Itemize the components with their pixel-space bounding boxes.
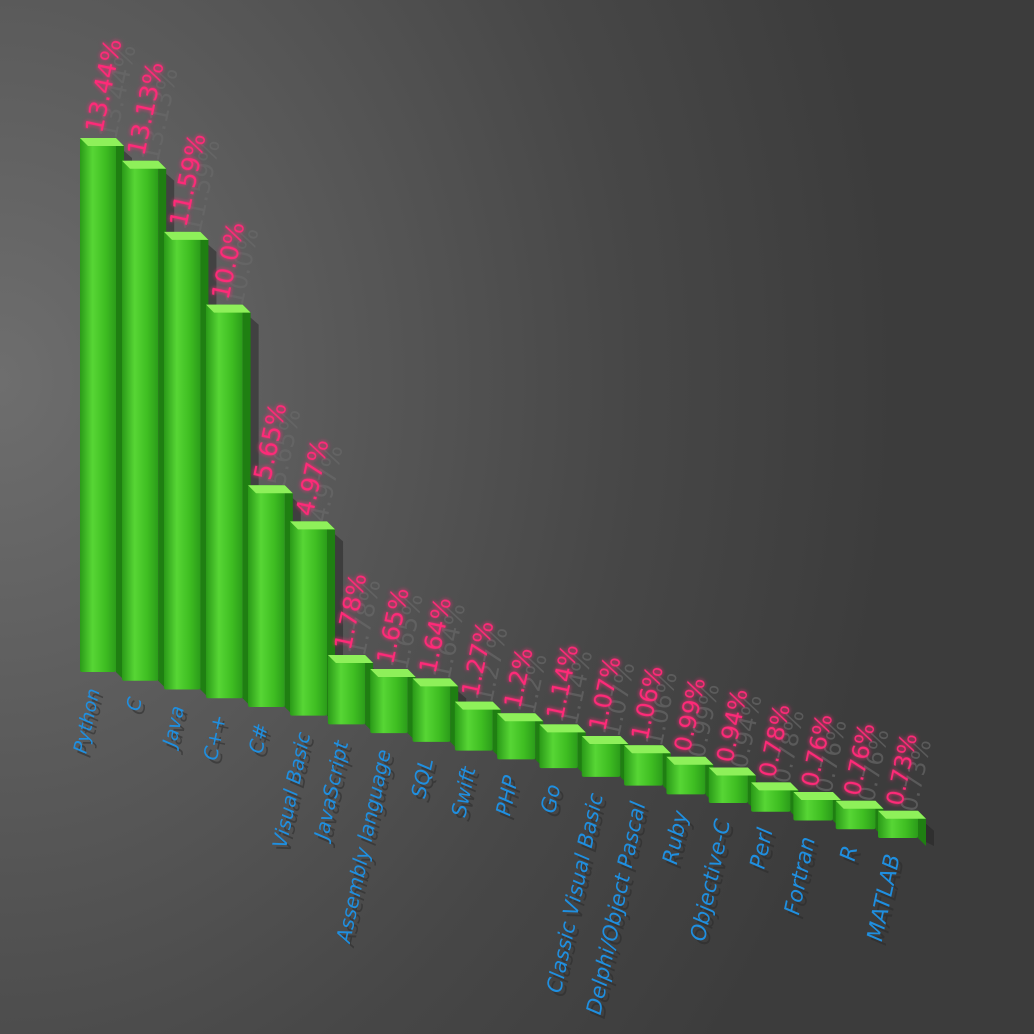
- bar-top-javascript: [327, 655, 374, 664]
- category-label-shadow-r: R: [840, 847, 868, 867]
- bar-visual-basic: [290, 521, 328, 716]
- bar-java: [164, 231, 201, 690]
- bar-objective-c: [708, 767, 748, 804]
- bar-top-csharp: [248, 485, 293, 494]
- bar-top-r: [835, 800, 884, 809]
- bar-sql: [412, 678, 451, 742]
- bar-top-ruby: [666, 756, 714, 765]
- bar-top-objective-c: [708, 767, 756, 776]
- bar-top-go: [539, 724, 586, 733]
- bar-top-assembly-language: [370, 669, 416, 678]
- bar-side-matlab: [918, 810, 926, 846]
- value-labels: 13.44%13.44% 13.13%13.13%11.59%11.59%10.0…: [80, 36, 938, 814]
- bar-top-c: [122, 160, 167, 169]
- bar-top-classic-visual-basic: [581, 735, 629, 744]
- bar-top-swift: [454, 701, 501, 710]
- bar-csharp: [248, 485, 285, 707]
- bar-ruby: [666, 756, 706, 795]
- bar-python: [80, 138, 116, 672]
- category-label-c: C: [122, 694, 147, 712]
- bar-top-visual-basic: [290, 521, 336, 530]
- bar-assembly-language: [370, 669, 408, 734]
- bar-cplusplus: [206, 304, 243, 699]
- bars-group: [80, 138, 926, 846]
- bar-top-cplusplus: [206, 304, 251, 313]
- bar-swift: [454, 701, 493, 751]
- category-label-shadow-c: C: [126, 698, 151, 716]
- bar-top-php: [497, 713, 544, 722]
- bar-top-matlab: [878, 810, 926, 819]
- bar-php: [497, 713, 536, 760]
- bar-top-java: [164, 231, 209, 240]
- category-label-go: Go: [536, 782, 565, 815]
- bar-classic-visual-basic: [581, 735, 621, 777]
- category-label-shadow-go: Go: [540, 786, 569, 819]
- bar-top-fortran: [793, 791, 841, 800]
- bar-javascript: [327, 655, 366, 725]
- bar-c: [122, 160, 159, 681]
- category-label-r: R: [836, 843, 864, 863]
- bar-top-delphi-object-pascal: [624, 745, 671, 754]
- bar-go: [539, 724, 578, 769]
- bar-top-python: [80, 138, 124, 146]
- bar-top-sql: [412, 678, 459, 687]
- bar-delphi-object-pascal: [624, 745, 663, 786]
- bar-top-perl: [751, 782, 799, 791]
